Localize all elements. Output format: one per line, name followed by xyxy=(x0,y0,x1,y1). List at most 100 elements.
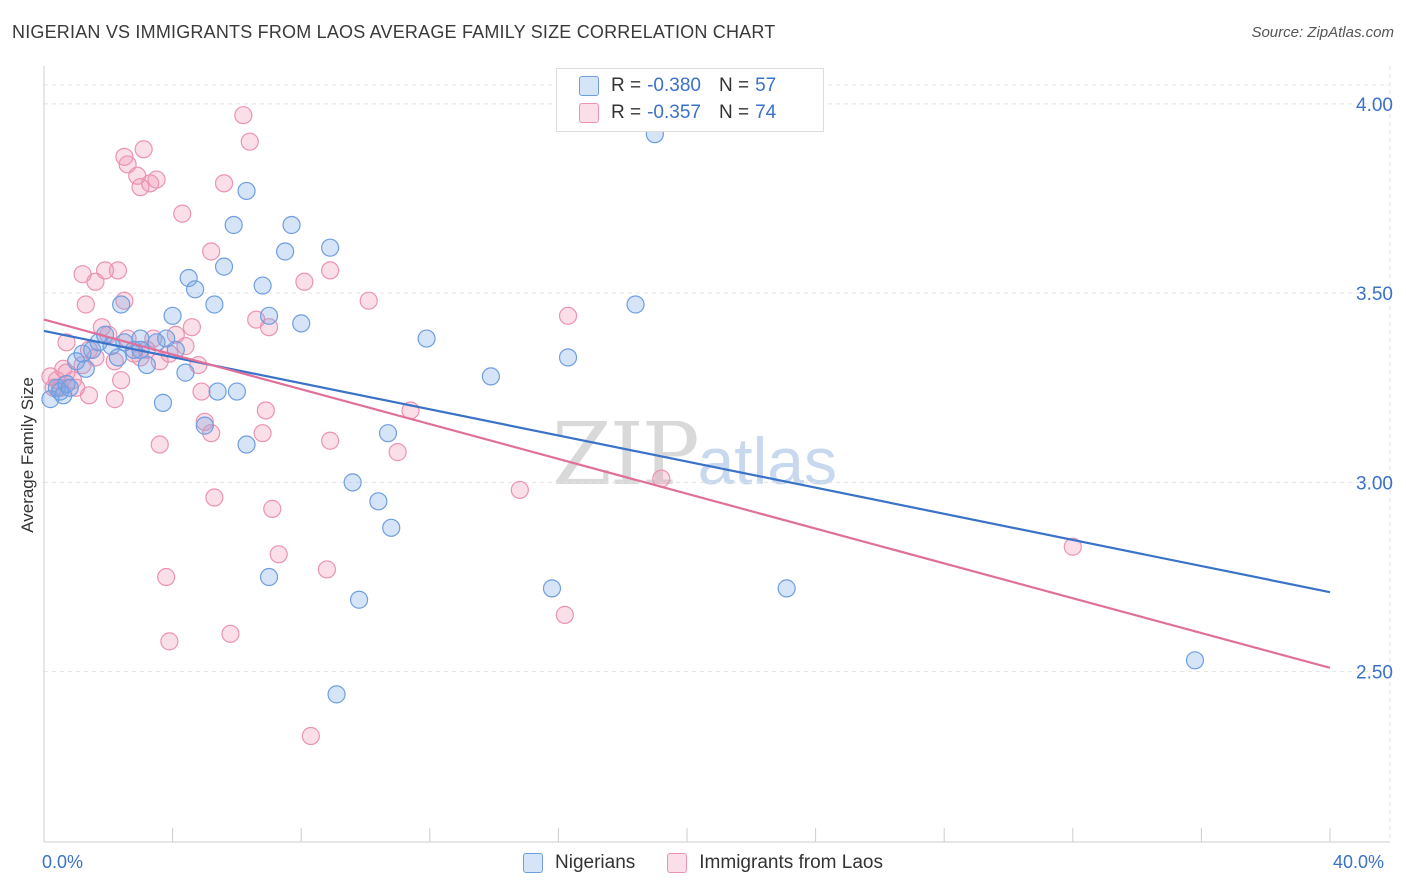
laos-point xyxy=(321,261,340,280)
laos-point xyxy=(1063,537,1082,556)
laos-point xyxy=(157,567,176,587)
legend-item-laos: Immigrants from Laos xyxy=(667,852,883,874)
nigerians-point xyxy=(282,215,301,235)
legend-r-value: -0.380 xyxy=(647,75,701,96)
laos-point xyxy=(263,499,282,518)
laos-point xyxy=(295,272,314,291)
y-axis-label: Average Family Size xyxy=(18,377,37,533)
laos-point xyxy=(131,348,150,367)
nigerians-point xyxy=(259,306,279,325)
nigerians-point xyxy=(1185,651,1205,670)
nigerians-point xyxy=(237,181,256,201)
nigerians-point xyxy=(73,344,92,363)
nigerians-point xyxy=(179,268,198,288)
laos-point xyxy=(134,140,153,159)
laos-point xyxy=(176,337,195,356)
laos-point xyxy=(202,242,221,261)
nigerians-point xyxy=(349,590,369,609)
legend-swatch-laos xyxy=(667,853,688,873)
nigerians-point xyxy=(108,348,128,367)
nigerians-point xyxy=(321,238,340,257)
laos-point xyxy=(301,726,320,746)
watermark: ZIPatlas xyxy=(552,405,837,505)
y-tick-labels: 2.50 3.00 3.50 4.00 xyxy=(1356,95,1393,684)
x-tick-min: 0.0% xyxy=(42,852,84,872)
nigerians-point xyxy=(214,257,234,276)
legend-swatch-nigerians xyxy=(579,76,599,96)
nigerians-point xyxy=(259,567,279,587)
y-tick-label: 3.50 xyxy=(1356,284,1393,305)
nigerians-point xyxy=(205,295,224,314)
laos-point xyxy=(182,318,201,337)
laos-point xyxy=(205,488,224,507)
x-tick-max: 40.0% xyxy=(1333,852,1385,872)
laos-point xyxy=(214,174,234,193)
legend-n-value: 74 xyxy=(755,102,777,123)
nigerians-point xyxy=(186,280,205,299)
nigerians-point xyxy=(327,685,346,704)
laos-point xyxy=(202,424,221,443)
y-tick-label: 3.00 xyxy=(1356,473,1393,494)
nigerians-point xyxy=(542,579,562,598)
nigerians-point xyxy=(777,579,796,598)
legend-n-value: 57 xyxy=(755,75,777,96)
laos-point xyxy=(105,390,124,409)
nigerians-point xyxy=(253,276,272,295)
laos-point xyxy=(253,424,272,443)
nigerians-point xyxy=(76,359,95,378)
trend-lines xyxy=(43,318,1331,669)
laos-point xyxy=(240,132,259,151)
nigerians-point xyxy=(208,382,227,401)
y-tick-label: 4.00 xyxy=(1356,95,1393,116)
nigerians-point xyxy=(343,473,362,492)
legend-n-label: N = xyxy=(718,75,750,96)
laos-point xyxy=(192,382,211,401)
nigerians-point xyxy=(60,378,79,397)
laos-point xyxy=(73,265,92,284)
nigerians-point xyxy=(237,435,256,454)
laos-point xyxy=(388,443,407,462)
laos-point xyxy=(95,261,115,280)
nigerians-point xyxy=(276,242,295,261)
laos-point xyxy=(359,291,378,310)
axes xyxy=(43,66,1390,843)
nigerians-point xyxy=(54,386,73,405)
series-legend: Nigerians Immigrants from Laos xyxy=(0,852,1406,874)
legend-item-nigerians: Nigerians xyxy=(523,852,635,874)
watermark-zip: ZIP xyxy=(552,405,700,505)
laos-point xyxy=(57,333,76,352)
laos-point xyxy=(173,204,192,223)
laos-point xyxy=(558,306,578,325)
legend-row-nigerians: R = -0.380 N = 57 xyxy=(579,75,776,97)
nigerians-point xyxy=(224,215,243,235)
laos-point xyxy=(555,605,574,624)
laos-point xyxy=(510,480,529,500)
nigerians-point xyxy=(227,382,246,401)
laos-point xyxy=(79,386,99,405)
laos-point xyxy=(147,170,166,189)
nigerians-point xyxy=(558,348,578,367)
laos-point xyxy=(321,431,340,450)
legend-swatch-nigerians xyxy=(523,853,543,873)
legend-n-label: N = xyxy=(718,102,750,123)
y-tick-label: 2.50 xyxy=(1356,663,1393,684)
legend-label-laos: Immigrants from Laos xyxy=(699,852,883,873)
laos-point xyxy=(160,632,179,651)
series-nigerians-points xyxy=(41,125,1205,704)
nigerians-point xyxy=(369,492,388,511)
laos-point xyxy=(131,178,150,197)
legend-swatch-laos xyxy=(579,103,599,123)
nigerians-point xyxy=(153,393,173,412)
legend-r-label: R = xyxy=(611,75,642,96)
nigerians-point xyxy=(163,306,182,325)
legend-label-nigerians: Nigerians xyxy=(555,852,636,873)
nigerians-point xyxy=(382,518,401,537)
nigerians-point xyxy=(195,416,214,435)
legend-r-value: -0.357 xyxy=(647,102,701,123)
legend-r-label: R = xyxy=(611,102,642,123)
laos-point xyxy=(112,371,131,390)
trend-line-laos xyxy=(43,318,1331,669)
nigerians-point xyxy=(176,363,195,382)
legend-row-laos: R = -0.357 N = 74 xyxy=(579,102,776,124)
laos-point xyxy=(234,106,253,125)
